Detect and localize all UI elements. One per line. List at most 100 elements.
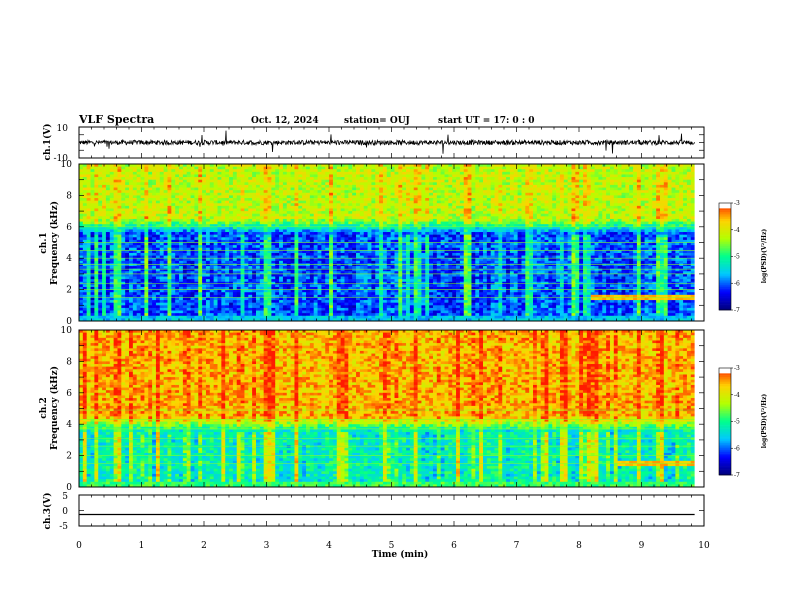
spectrogram-cell (248, 200, 253, 204)
spectrogram-cell (125, 164, 130, 168)
spectrogram-cell (386, 198, 392, 202)
spectrogram-cell (271, 242, 276, 246)
spectrogram-cell (175, 260, 180, 264)
spectrogram-cell (229, 279, 234, 283)
spectrogram-cell (340, 174, 345, 178)
spectrogram-cell (129, 284, 134, 288)
spectrogram-cell (236, 263, 241, 267)
spectrogram-cell (267, 213, 272, 217)
spectrogram-cell (336, 239, 342, 243)
spectrogram-cell (102, 313, 107, 317)
spectrogram-cell (140, 279, 145, 283)
spectrogram-cell (136, 205, 141, 209)
spectrogram-cell (98, 273, 103, 277)
spectrogram-cell (217, 276, 222, 280)
spectrogram-cell (190, 174, 195, 178)
spectrogram-cell (279, 258, 284, 262)
spectrogram-cell (113, 279, 118, 283)
spectrogram-cell (371, 221, 376, 225)
spectrogram-cell (371, 313, 376, 317)
spectrogram-cell (167, 187, 172, 191)
spectrogram-cell (129, 315, 134, 319)
spectrogram-cell (321, 307, 326, 311)
spectrogram-cell (255, 260, 261, 264)
spectrogram-cell (317, 245, 322, 249)
spectrogram-cell (255, 297, 261, 301)
spectrogram-cell (279, 195, 284, 199)
spectrogram-cell (348, 190, 353, 194)
spectrogram-cell (86, 174, 91, 178)
spectrogram-cell (329, 237, 334, 241)
spectrogram-cell (148, 205, 153, 209)
spectrogram-cell (121, 239, 126, 243)
spectrogram-cell (232, 203, 238, 207)
spectrogram-cell (298, 297, 303, 301)
spectrogram-cell (332, 177, 338, 181)
spectrogram-cell (213, 237, 218, 241)
spectrogram-cell (194, 213, 199, 217)
spectrogram-cell (379, 260, 384, 264)
spectrogram-cell (155, 307, 161, 311)
spectrogram-cell (117, 315, 122, 319)
spectrogram-cell (221, 260, 226, 264)
spectrogram-cell (267, 211, 272, 215)
spectrogram-cell (109, 313, 115, 317)
spectrogram-cell (248, 242, 253, 246)
spectrogram-cell (82, 273, 88, 277)
spectrogram-cell (367, 171, 372, 175)
spectrogram-cell (198, 174, 203, 178)
spectrogram-cell (213, 260, 218, 264)
spectrogram-cell (313, 184, 318, 188)
spectrogram-cell (340, 239, 345, 243)
spectrogram-cell (132, 300, 138, 304)
spectrogram-cell (367, 258, 372, 262)
spectrogram-cell (290, 177, 295, 181)
spectrogram-cell (121, 263, 126, 267)
spectrogram-cell (348, 234, 353, 238)
spectrogram-cell (244, 273, 249, 277)
spectrogram-cell (386, 252, 392, 256)
spectrogram-cell (209, 247, 215, 251)
spectrogram-cell (144, 229, 149, 233)
spectrogram-cell (259, 166, 265, 170)
spectrogram-cell (379, 268, 384, 272)
spectrogram-cell (286, 252, 292, 256)
spectrogram-cell (386, 255, 392, 259)
spectrogram-cell (213, 276, 218, 280)
spectrogram-cell (179, 266, 184, 270)
spectrogram-cell (248, 294, 253, 298)
spectrogram-cell (263, 177, 268, 181)
spectrogram-cell (290, 310, 295, 314)
spectrogram-cell (205, 310, 211, 314)
spectrogram-cell (217, 208, 222, 212)
spectrogram-cell (382, 294, 388, 298)
spectrogram-cell (98, 234, 103, 238)
spectrogram-cell (136, 177, 141, 181)
spectrogram-cell (198, 198, 203, 202)
spectrogram-cell (340, 284, 345, 288)
spectrogram-cell (182, 187, 188, 191)
spectrogram-cell (182, 273, 188, 277)
spectrogram-cell (336, 208, 342, 212)
spectrogram-cell (136, 273, 141, 277)
spectrogram-cell (148, 237, 153, 241)
spectrogram-cell (290, 268, 295, 272)
spectrogram-cell (213, 208, 218, 212)
spectrogram-cell (171, 184, 176, 188)
spectrogram-cell (155, 216, 161, 220)
spectrogram-cell (240, 203, 245, 207)
spectrogram-cell (159, 224, 165, 228)
spectrogram-cell (132, 271, 138, 275)
spectrogram-cell (125, 247, 130, 251)
spectrogram-cell (340, 224, 345, 228)
spectrogram-cell (148, 164, 153, 168)
spectrogram-cell (356, 292, 361, 296)
spectrogram-cell (205, 200, 211, 204)
spectrogram-cell (317, 292, 322, 296)
spectrogram-cell (294, 255, 299, 259)
spectrogram-cell (132, 284, 138, 288)
spectrogram-cell (205, 192, 211, 196)
spectrogram-cell (190, 302, 195, 306)
spectrogram-cell (105, 300, 111, 304)
spectrogram-cell (325, 174, 330, 178)
